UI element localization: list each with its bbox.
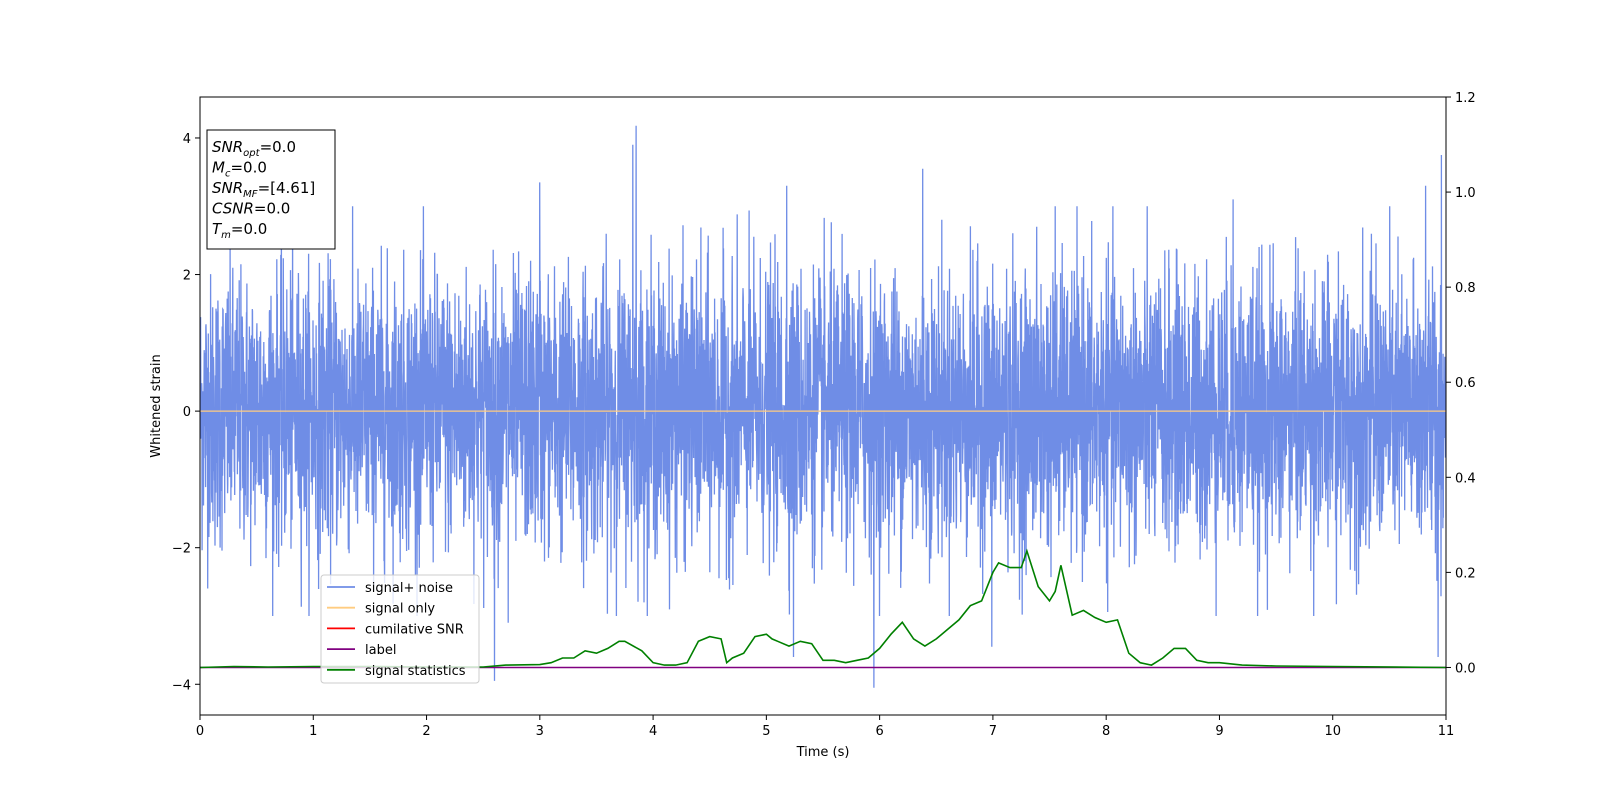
x-axis: 0 1 2 3 4 5 6 7 8 9 10 11 [196,715,1454,739]
info-line: SNRopt=0.0 [212,138,296,159]
x-tick-label: 9 [1215,724,1223,739]
y-tick-label: −2 [172,542,191,557]
x-tick-label: 6 [875,724,883,739]
legend-frame [320,574,480,684]
legend-label: cumilative SNR [365,622,464,637]
info-line: Tm=0.0 [212,220,267,241]
info-line: SNRMF=[4.61] [212,179,315,200]
plot-frame [199,96,1447,716]
x-tick-label: 8 [1102,724,1110,739]
info-line: CSNR=0.0 [212,200,290,218]
y-axis-left: −4 −2 0 2 4 [172,132,200,693]
y2-tick-label: 1.0 [1455,186,1476,201]
y-tick-label: 4 [183,132,191,147]
y2-tick-label: 0.4 [1455,471,1476,486]
legend: signal+ noise signal only cumilative SNR la… [320,574,480,684]
legend-label: signal+ noise [365,581,453,596]
y-tick-label: 2 [183,269,191,284]
x-tick-label: 2 [422,724,430,739]
legend-label: signal only [365,602,435,617]
y2-tick-label: 0.2 [1455,566,1476,581]
x-tick-label: 11 [1438,724,1455,739]
y2-tick-label: 0.6 [1455,376,1476,391]
legend-label: label [365,643,396,658]
x-tick-label: 3 [536,724,544,739]
x-tick-label: 7 [989,724,997,739]
y2-tick-label: 1.2 [1455,91,1476,106]
x-tick-label: 4 [649,724,657,739]
y2-tick-label: 0.8 [1455,281,1476,296]
legend-label: signal statistics [365,664,466,679]
signal-statistics-line [200,548,1446,669]
signal-noise-line [200,125,1446,688]
noise-series [200,125,1446,688]
x-tick-label: 1 [309,724,317,739]
x-tick-label: 0 [196,724,204,739]
y2-tick-label: 0.0 [1455,661,1476,676]
x-axis-label: Time (s) [796,745,850,760]
x-tick-label: 10 [1324,724,1341,739]
info-line: Mc=0.0 [212,159,267,180]
y-axis-label: Whitened strain [149,354,164,457]
info-box-frame [206,129,336,250]
y-tick-label: −4 [172,678,191,693]
y-axis-right: 0.0 0.2 0.4 0.6 0.8 1.0 1.2 [1446,91,1476,676]
y-tick-label: 0 [183,405,191,420]
x-tick-label: 5 [762,724,770,739]
